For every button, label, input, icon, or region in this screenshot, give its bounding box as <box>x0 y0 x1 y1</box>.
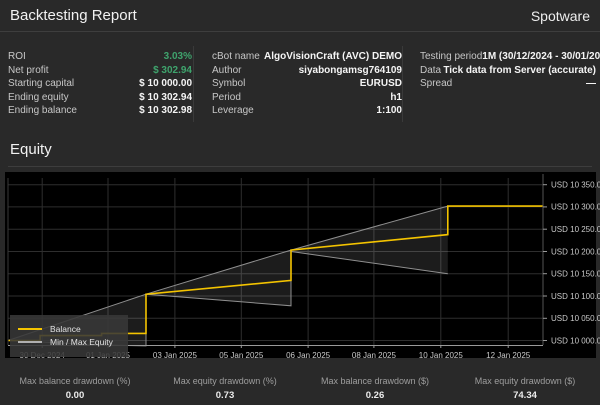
drawdown-label: Max equity drawdown ($) <box>474 376 576 386</box>
stat-label: Testing period <box>420 51 483 63</box>
drawdown-stat: Max equity drawdown (%) 0.73 <box>150 372 300 405</box>
brand-label: Spotware <box>530 7 590 24</box>
stat-label: Data <box>420 64 442 76</box>
stat-value: $ 10 302.98 <box>139 105 192 117</box>
stat-value: siyabongamsg764109 <box>298 64 402 76</box>
legend-item: Balance <box>18 324 118 334</box>
stat-row: Author siyabongamsg764109 <box>212 64 402 78</box>
stat-label: Ending equity <box>8 91 69 103</box>
drawdown-stat: Max balance drawdown (%) 0.00 <box>0 372 150 405</box>
page-title: Backtesting Report <box>10 7 137 24</box>
stat-row: Ending equity $ 10 302.94 <box>8 91 192 105</box>
svg-text:06 Jan 2025: 06 Jan 2025 <box>286 351 331 360</box>
stat-label: Net profit <box>8 64 49 76</box>
drawdown-label: Max equity drawdown (%) <box>173 376 277 386</box>
stat-label: Leverage <box>212 105 254 117</box>
drawdown-stat: Max equity drawdown ($) 74.34 <box>450 372 600 405</box>
svg-text:10 Jan 2025: 10 Jan 2025 <box>419 351 464 360</box>
stat-row: Spread — <box>420 77 596 91</box>
stat-row: Net profit $ 302.94 <box>8 64 192 78</box>
section-title-equity: Equity <box>10 141 52 158</box>
stat-row: Starting capital $ 10 000.00 <box>8 77 192 91</box>
stat-value: EURUSD <box>359 78 402 90</box>
svg-text:USD 10 300.00: USD 10 300.00 <box>551 203 600 212</box>
stat-row: Symbol EURUSD <box>212 77 402 91</box>
drawdown-value: 0.26 <box>365 390 385 401</box>
stat-value: 1M (30/12/2024 - 30/01/2025) <box>482 51 600 63</box>
stat-row: Data Tick data from Server (accurate) <box>420 64 596 78</box>
stat-value: 1:100 <box>376 105 402 117</box>
svg-text:08 Jan 2025: 08 Jan 2025 <box>352 351 397 360</box>
stat-row: Leverage 1:100 <box>212 104 402 118</box>
stat-row: Ending balance $ 10 302.98 <box>8 104 192 118</box>
legend-label: Min / Max Equity <box>50 337 113 347</box>
svg-text:USD 10 050.00: USD 10 050.00 <box>551 314 600 323</box>
legend-swatch <box>18 328 42 330</box>
stat-label: Period <box>212 91 241 103</box>
svg-text:12 Jan 2025: 12 Jan 2025 <box>486 351 531 360</box>
stat-value: $ 10 302.94 <box>139 91 192 103</box>
svg-text:05 Jan 2025: 05 Jan 2025 <box>219 351 264 360</box>
drawdown-stat: Max balance drawdown ($) 0.26 <box>300 372 450 405</box>
stat-label: Starting capital <box>8 78 75 90</box>
svg-text:USD 10 150.00: USD 10 150.00 <box>551 270 600 279</box>
svg-text:USD 10 200.00: USD 10 200.00 <box>551 247 600 256</box>
stat-value: h1 <box>390 91 402 103</box>
stat-label: ROI <box>8 51 26 63</box>
drawdown-value: 0.00 <box>65 390 85 401</box>
stat-value: AlgoVisionCraft (AVC) DEMO <box>264 51 402 63</box>
svg-text:03 Jan 2025: 03 Jan 2025 <box>153 351 198 360</box>
svg-text:USD 10 350.00: USD 10 350.00 <box>551 181 600 190</box>
stats-column-bot: cBot name AlgoVisionCraft (AVC) DEMO Autho… <box>212 50 402 118</box>
legend-swatch <box>18 341 42 343</box>
stats-panel: ROI 3.03% Net profit $ 302.94 Starting capit… <box>0 46 600 122</box>
stat-label: Ending balance <box>8 105 77 117</box>
column-divider <box>193 46 194 122</box>
stat-label: Author <box>212 64 242 76</box>
stat-label: cBot name <box>212 51 260 63</box>
drawdown-footer: Max balance drawdown (%) 0.00 Max equity d… <box>0 372 600 405</box>
column-divider <box>402 46 403 122</box>
drawdown-label: Max balance drawdown ($) <box>320 376 430 386</box>
stat-row: cBot name AlgoVisionCraft (AVC) DEMO <box>212 50 402 64</box>
svg-text:USD 10 250.00: USD 10 250.00 <box>551 225 600 234</box>
drawdown-label: Max balance drawdown (%) <box>19 376 131 386</box>
stat-value: 3.03% <box>163 51 192 63</box>
section-divider <box>8 166 592 167</box>
stat-value: $ 10 000.00 <box>139 78 192 90</box>
stat-row: ROI 3.03% <box>8 50 192 64</box>
stat-label: Spread <box>420 78 453 90</box>
stat-label: Symbol <box>212 78 246 90</box>
stat-value: $ 302.94 <box>153 64 192 76</box>
stats-column-results: ROI 3.03% Net profit $ 302.94 Starting capit… <box>8 50 192 118</box>
legend-label: Balance <box>50 324 81 334</box>
stat-row: Period h1 <box>212 91 402 105</box>
svg-text:USD 10 100.00: USD 10 100.00 <box>551 292 600 301</box>
legend-item: Min / Max Equity <box>18 337 118 347</box>
report-header: Backtesting Report Spotware <box>0 0 600 32</box>
chart-legend: Balance Min / Max Equity <box>10 315 128 357</box>
drawdown-value: 74.34 <box>513 390 537 401</box>
y-axis-labels: USD 10 350.00 USD 10 300.00 USD 10 250.00 U… <box>543 181 600 345</box>
svg-text:USD 10 000.00: USD 10 000.00 <box>551 336 600 345</box>
drawdown-value: 0.73 <box>215 390 235 401</box>
stat-value: Tick data from Server (accurate) <box>443 64 596 76</box>
stat-value: — <box>586 78 596 90</box>
